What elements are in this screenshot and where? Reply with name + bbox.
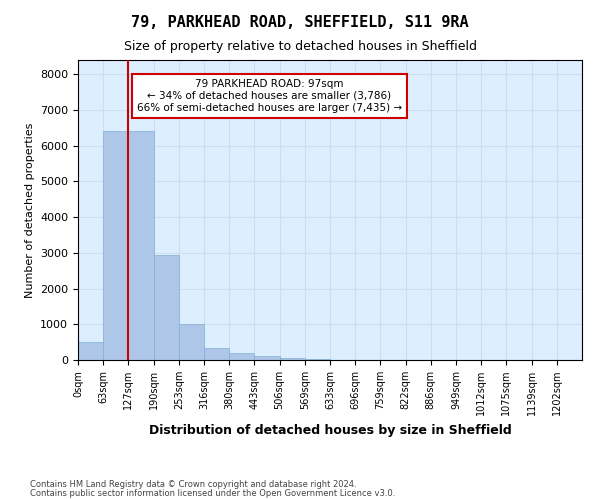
Bar: [204, 348, 229, 360]
Bar: [128, 132, 154, 360]
Bar: [229, 353, 254, 360]
Text: 79 PARKHEAD ROAD: 97sqm
← 34% of detached houses are smaller (3,786)
66% of semi: 79 PARKHEAD ROAD: 97sqm ← 34% of detache…: [137, 80, 402, 112]
Bar: [103, 132, 128, 360]
Text: Contains public sector information licensed under the Open Government Licence v3: Contains public sector information licen…: [30, 489, 395, 498]
Bar: [154, 254, 179, 360]
Y-axis label: Number of detached properties: Number of detached properties: [25, 122, 35, 298]
Bar: [254, 356, 280, 360]
Text: Size of property relative to detached houses in Sheffield: Size of property relative to detached ho…: [124, 40, 476, 53]
Bar: [78, 342, 103, 360]
Text: Contains HM Land Registry data © Crown copyright and database right 2024.: Contains HM Land Registry data © Crown c…: [30, 480, 356, 489]
Text: 79, PARKHEAD ROAD, SHEFFIELD, S11 9RA: 79, PARKHEAD ROAD, SHEFFIELD, S11 9RA: [131, 15, 469, 30]
Bar: [280, 358, 305, 360]
X-axis label: Distribution of detached houses by size in Sheffield: Distribution of detached houses by size …: [149, 424, 511, 436]
Bar: [179, 324, 204, 360]
